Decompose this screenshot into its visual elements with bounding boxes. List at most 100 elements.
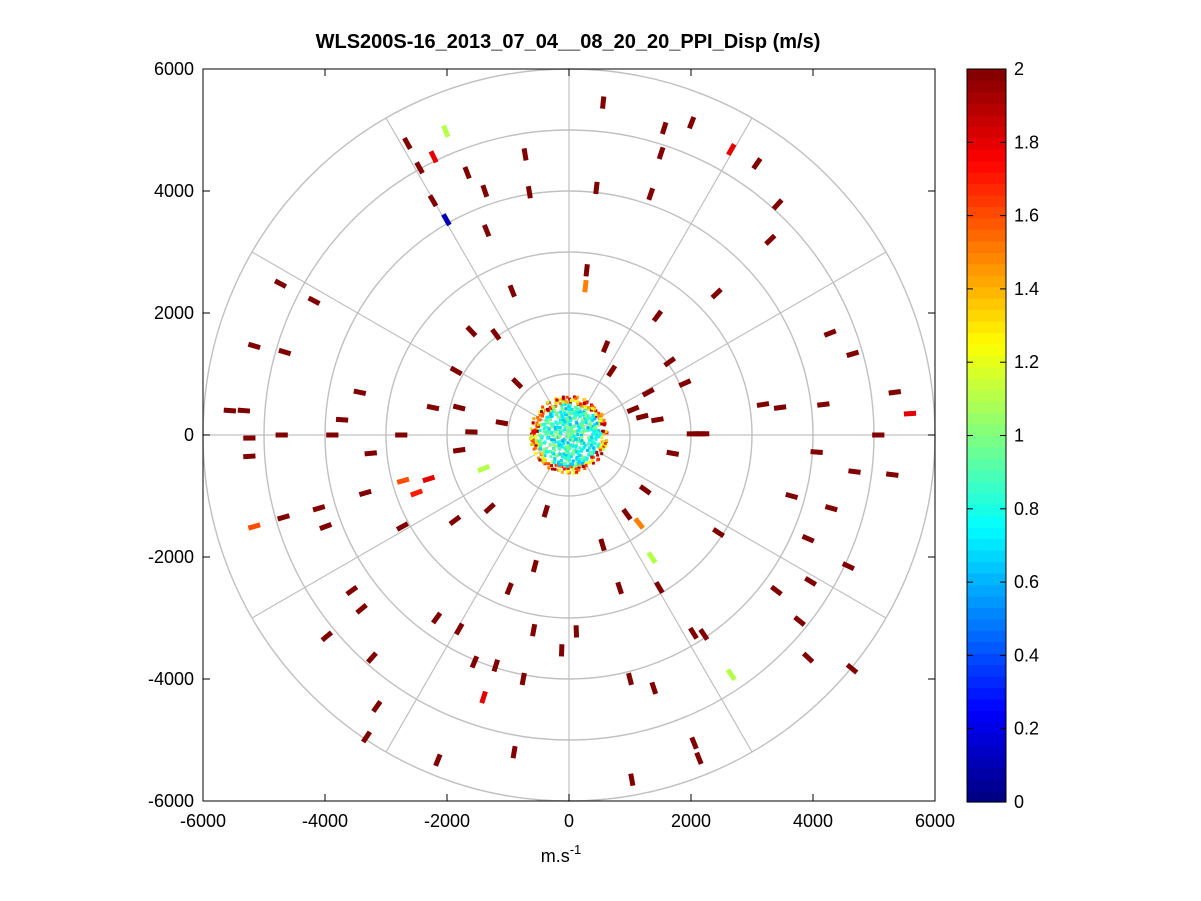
center-return xyxy=(576,395,580,399)
center-return xyxy=(569,455,573,459)
center-return xyxy=(582,441,586,445)
center-return xyxy=(572,395,576,399)
colorbar-swatch xyxy=(967,183,1006,196)
center-return xyxy=(558,425,562,429)
center-return xyxy=(568,436,572,440)
colorbar-swatch xyxy=(967,275,1006,288)
center-return xyxy=(581,412,585,416)
center-return xyxy=(576,402,580,406)
center-return xyxy=(573,405,577,409)
center-return xyxy=(576,455,580,459)
center-return xyxy=(584,414,588,418)
center-return xyxy=(556,411,560,415)
center-return xyxy=(536,423,540,427)
center-return xyxy=(537,456,541,460)
colorbar-swatch xyxy=(967,790,1006,803)
center-return xyxy=(584,401,588,405)
center-return xyxy=(590,452,594,456)
center-return xyxy=(546,450,550,454)
center-return xyxy=(586,426,590,430)
data-point xyxy=(441,124,451,138)
center-return xyxy=(568,419,572,423)
data-point xyxy=(273,278,288,289)
data-point xyxy=(223,407,237,414)
colorbar-swatch xyxy=(967,595,1006,608)
data-point xyxy=(319,522,333,531)
center-return xyxy=(596,411,600,415)
center-return xyxy=(594,413,598,417)
colorbar-swatch xyxy=(967,320,1006,334)
data-point xyxy=(422,474,436,484)
center-return xyxy=(555,398,559,402)
center-return xyxy=(549,422,553,426)
center-return xyxy=(572,471,576,475)
center-return xyxy=(542,458,546,462)
center-return xyxy=(582,445,586,449)
center-return xyxy=(545,416,549,420)
center-return xyxy=(603,442,607,446)
colorbar-swatch xyxy=(967,126,1006,139)
center-return xyxy=(543,458,547,462)
center-return xyxy=(536,416,540,420)
center-return xyxy=(548,443,552,447)
center-return xyxy=(574,437,578,441)
center-return xyxy=(553,467,557,471)
center-return xyxy=(592,455,596,459)
center-return xyxy=(596,444,600,448)
data-point xyxy=(396,476,410,485)
x-tick-label: 0 xyxy=(564,811,574,831)
center-return xyxy=(572,449,576,453)
center-return xyxy=(574,445,578,449)
center-return xyxy=(557,463,561,467)
data-point xyxy=(525,185,533,199)
center-return xyxy=(584,429,588,433)
center-return xyxy=(585,458,589,462)
center-return xyxy=(558,452,562,456)
center-return xyxy=(566,435,570,439)
center-return xyxy=(563,411,567,415)
center-return xyxy=(578,423,582,427)
center-return xyxy=(599,419,603,423)
azimuth-spoke xyxy=(251,434,570,619)
colorbar: 0 0.2 0.4 0.6 0.8 1 1.2 1.4 1.6 1.8 2 xyxy=(966,59,1039,812)
center-return xyxy=(587,407,591,411)
center-return xyxy=(546,415,550,419)
data-point xyxy=(770,584,783,597)
center-return xyxy=(531,421,535,425)
center-return xyxy=(589,428,593,432)
data-point xyxy=(885,471,899,478)
center-return xyxy=(565,395,569,399)
center-return xyxy=(602,447,606,451)
center-return xyxy=(535,429,539,433)
center-return xyxy=(539,447,543,451)
center-return xyxy=(568,397,572,401)
colorbar-swatch xyxy=(967,550,1006,563)
colorbar-swatch xyxy=(967,572,1006,585)
center-return xyxy=(566,455,570,459)
data-point xyxy=(801,651,815,664)
colorbar-swatch xyxy=(967,527,1006,540)
center-return xyxy=(591,432,595,436)
center-return xyxy=(575,440,579,444)
data-point xyxy=(841,561,855,572)
center-return xyxy=(571,466,575,470)
colorbar-swatch xyxy=(967,149,1006,162)
colorbar-swatch xyxy=(967,298,1006,311)
center-return xyxy=(592,446,596,450)
center-return xyxy=(587,446,591,450)
center-return xyxy=(590,407,594,411)
center-return xyxy=(593,407,597,411)
center-return xyxy=(566,441,570,445)
center-return xyxy=(573,430,577,434)
data-point xyxy=(785,491,799,501)
y-tick-label: -4000 xyxy=(148,669,194,689)
y-tick-label: -2000 xyxy=(148,547,194,567)
center-return xyxy=(539,438,543,442)
data-point xyxy=(441,213,452,227)
data-point xyxy=(530,559,539,573)
center-return xyxy=(557,447,561,451)
data-point xyxy=(756,401,770,408)
colorbar-swatch xyxy=(967,687,1006,700)
center-return xyxy=(582,405,586,409)
center-return xyxy=(578,459,582,463)
